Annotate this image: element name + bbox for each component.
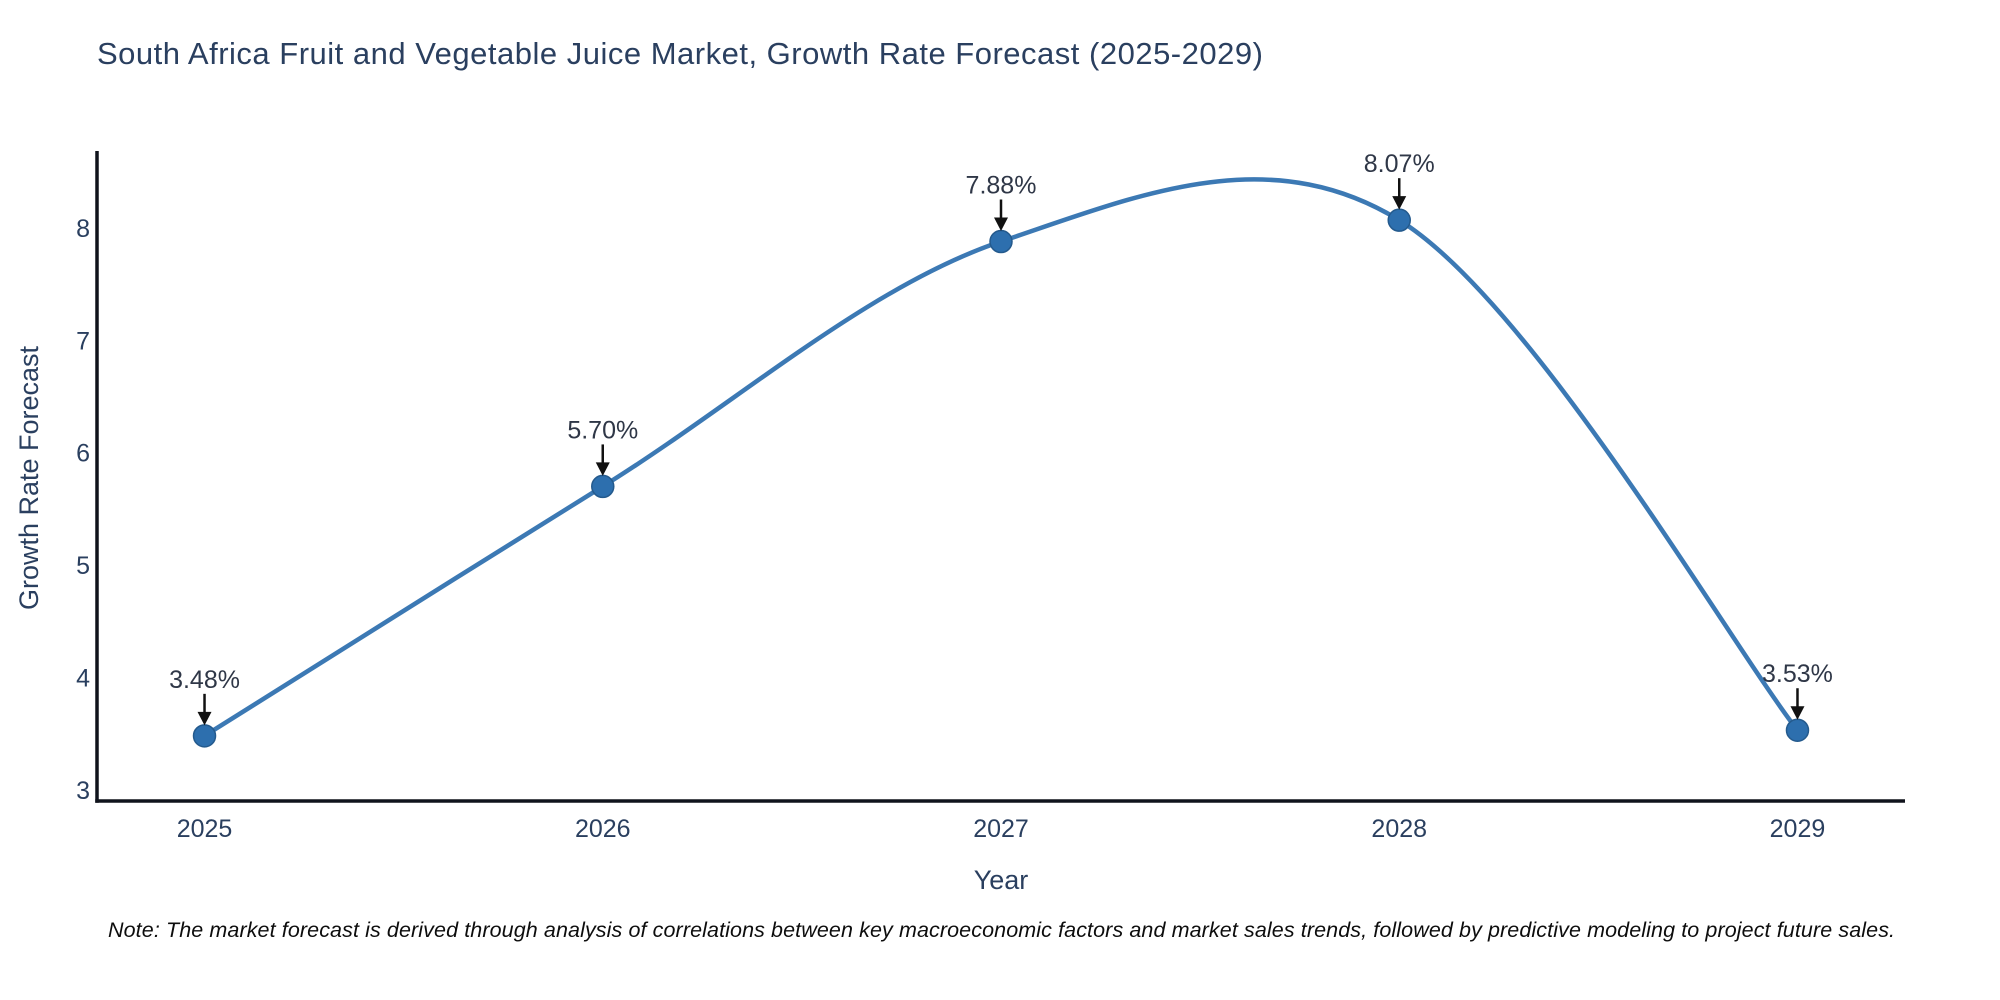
y-axis-title: Growth Rate Forecast: [14, 345, 44, 610]
point-annotation-label: 3.53%: [1762, 660, 1833, 688]
x-tick-label: 2027: [973, 815, 1029, 843]
data-point-marker: [1387, 208, 1411, 232]
data-point-marker: [591, 474, 615, 499]
data-point-marker: [192, 724, 217, 748]
footnote: Note: The market forecast is derived thr…: [108, 918, 1896, 942]
chart-title: South Africa Fruit and Vegetable Juice M…: [97, 36, 1264, 71]
y-tick-label: 3: [76, 777, 90, 805]
point-annotation-label: 3.48%: [169, 666, 240, 694]
x-tick-label: 2026: [575, 815, 631, 843]
y-tick-label: 8: [76, 215, 90, 243]
point-annotation-label: 5.70%: [567, 416, 638, 444]
x-tick-label: 2028: [1371, 815, 1427, 843]
point-annotation-label: 7.88%: [966, 172, 1037, 200]
annotation-arrow-head: [1392, 196, 1407, 210]
annotation-arrow-head: [197, 711, 212, 726]
line-series-path: [202, 177, 1800, 739]
y-tick-label: 6: [76, 440, 90, 468]
data-point-marker: [989, 229, 1013, 254]
y-tick-label: 7: [76, 327, 90, 355]
annotation-arrow-head: [595, 462, 610, 476]
annotation-arrow-head: [1790, 706, 1805, 720]
x-tick-label: 2025: [177, 815, 233, 843]
x-tick-label: 2029: [1770, 815, 1826, 843]
x-axis-title: Year: [974, 865, 1029, 895]
point-annotation-label: 8.07%: [1364, 150, 1435, 178]
annotation-arrow-head: [994, 217, 1008, 232]
y-tick-label: 5: [76, 552, 90, 580]
data-point-marker: [1785, 718, 1810, 742]
y-tick-label: 4: [76, 664, 90, 692]
